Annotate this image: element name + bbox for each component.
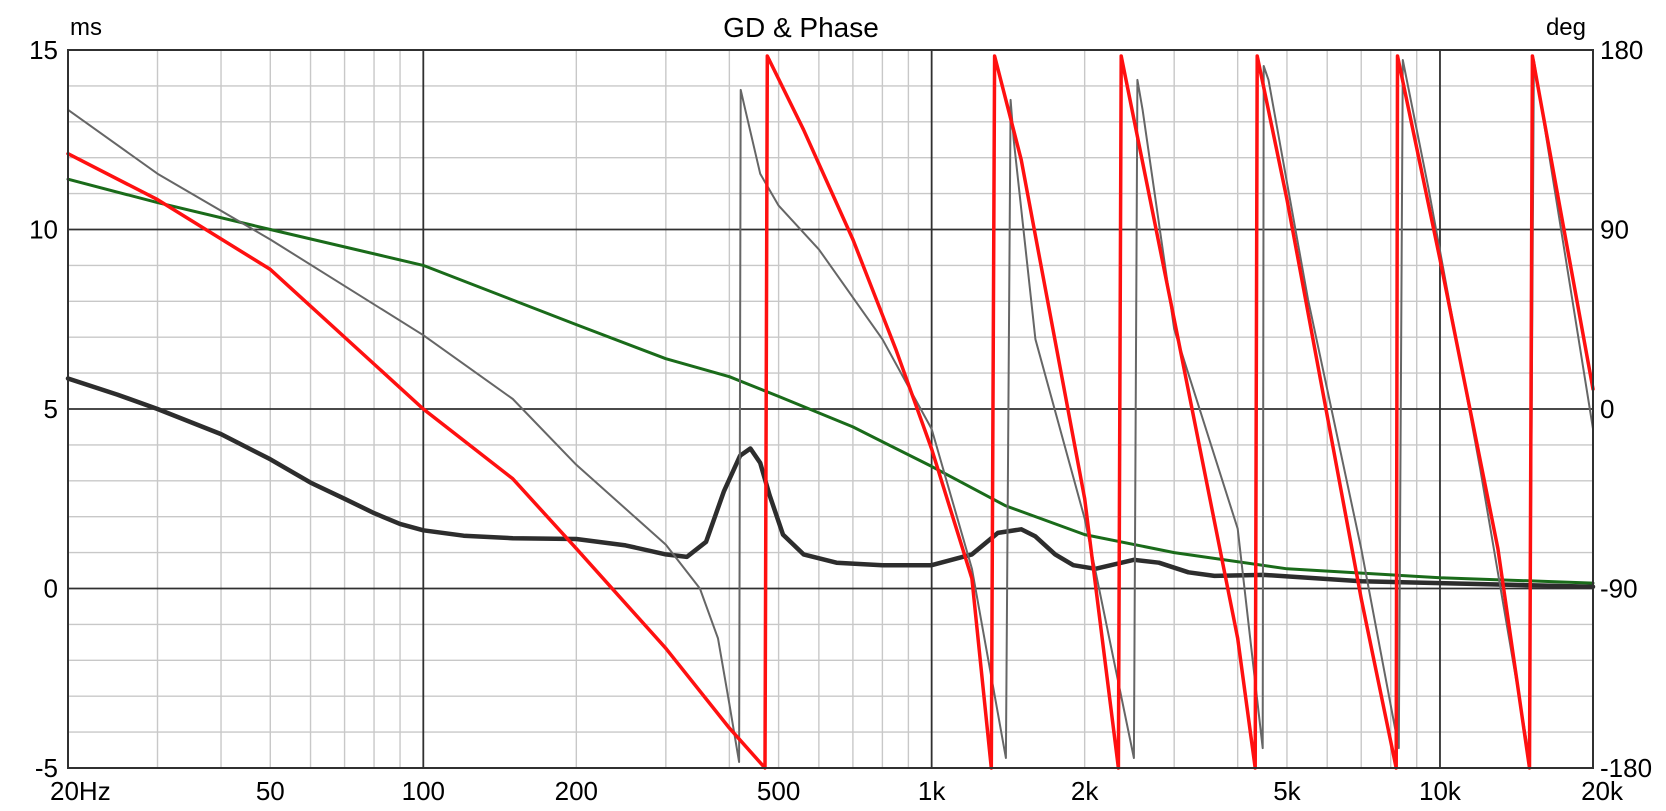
left-axis-tick-labels: 15 10 5 0 -5 xyxy=(29,35,58,783)
left-y-tick-label: 5 xyxy=(44,394,58,424)
left-y-tick-label: -5 xyxy=(35,753,58,783)
right-y-tick-label: 90 xyxy=(1600,215,1629,245)
x-tick-label: 20k xyxy=(1581,776,1624,806)
x-tick-label: 1k xyxy=(918,776,946,806)
right-y-tick-label: -90 xyxy=(1600,574,1638,604)
right-axis-unit: deg xyxy=(1546,14,1586,41)
left-y-tick-label: 10 xyxy=(29,215,58,245)
left-axis-unit: ms xyxy=(70,14,102,41)
right-y-tick-label: -180 xyxy=(1600,753,1652,783)
left-y-tick-label: 15 xyxy=(29,35,58,65)
x-tick-label: 200 xyxy=(555,776,598,806)
x-tick-label: 20Hz xyxy=(50,776,111,806)
group-delay-dark-series xyxy=(65,376,1596,589)
plot-frame xyxy=(67,49,1594,769)
phase-gray-series xyxy=(67,59,1594,763)
group-delay-green-series xyxy=(66,177,1595,585)
x-tick-label: 50 xyxy=(256,776,285,806)
left-y-tick-label: 0 xyxy=(44,574,58,604)
x-tick-label: 100 xyxy=(402,776,445,806)
series-layer xyxy=(65,54,1596,770)
x-tick-label: 10k xyxy=(1419,776,1462,806)
x-tick-labels: 20Hz 50 100 200 500 1k 2k 5k 10k 20k xyxy=(50,776,1624,806)
right-y-tick-label: 0 xyxy=(1600,394,1614,424)
x-tick-label: 5k xyxy=(1273,776,1301,806)
chart-title: GD & Phase xyxy=(723,12,879,43)
phase-red-series xyxy=(66,54,1595,770)
right-axis-tick-labels: 180 90 0 -90 -180 xyxy=(1600,35,1652,783)
x-tick-label: 2k xyxy=(1071,776,1099,806)
right-y-tick-label: 180 xyxy=(1600,35,1643,65)
x-tick-label: 500 xyxy=(757,776,800,806)
